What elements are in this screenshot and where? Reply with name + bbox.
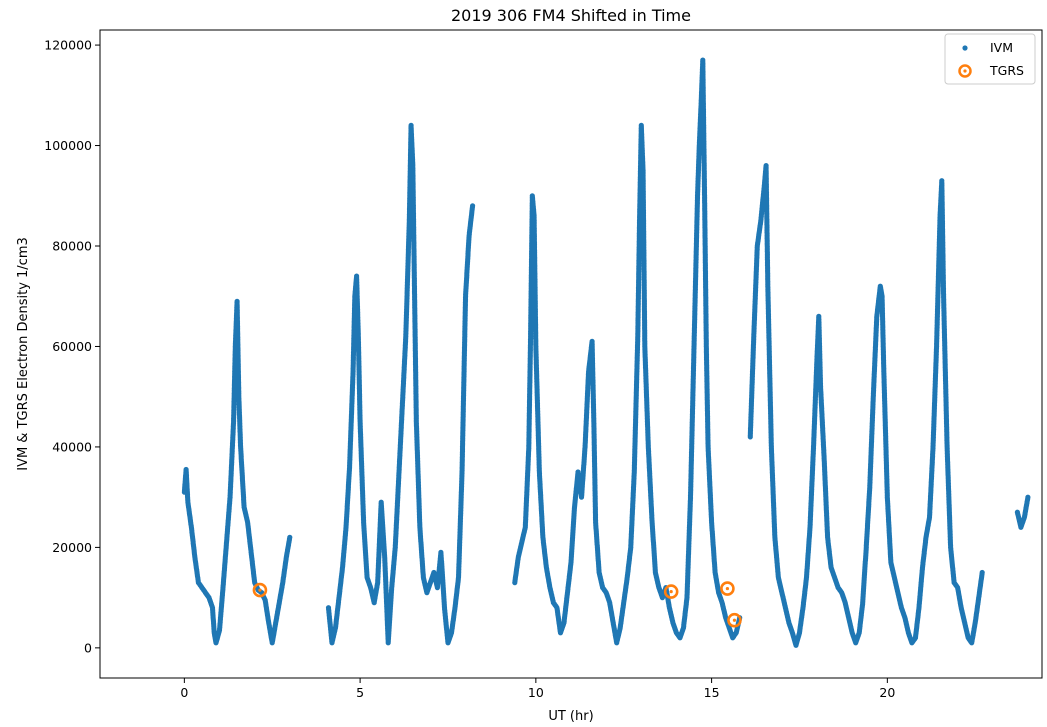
legend-tgrs-center <box>963 69 967 73</box>
tgrs-series <box>252 581 742 628</box>
ivm-trace-segment-4 <box>1014 494 1031 530</box>
x-tick-label: 20 <box>879 685 895 700</box>
legend-tgrs-label: TGRS <box>989 63 1024 78</box>
legend-box <box>944 33 1036 85</box>
tgrs-point <box>727 612 742 628</box>
y-tick-label: 60000 <box>52 339 92 354</box>
x-tick-label: 5 <box>356 685 364 700</box>
tgrs-point <box>252 582 268 598</box>
y-axis-label: IVM & TGRS Electron Density 1/cm3 <box>16 237 31 471</box>
legend-ivm-label: IVM <box>990 40 1013 55</box>
x-axis-ticks: 0510152025 <box>180 678 895 700</box>
y-tick-label: 20000 <box>52 540 92 555</box>
x-tick-label: 10 <box>528 685 544 700</box>
x-tick-label: 0 <box>180 685 188 700</box>
legend: IVM TGRS <box>944 33 1036 85</box>
y-axis-ticks: 0 20000 40000 60000 80000 100000 120000 <box>44 38 100 655</box>
legend-ivm-marker <box>962 45 968 51</box>
chart-title: 2019 306 FM4 Shifted in Time <box>451 6 691 25</box>
tgrs-point <box>663 584 679 599</box>
ivm-trace-segment-0 <box>181 298 293 646</box>
x-tick-label: 15 <box>704 685 720 700</box>
y-tick-label: 0 <box>84 640 92 655</box>
y-tick-label: 100000 <box>44 138 92 153</box>
ivm-trace-segment-3 <box>747 163 985 648</box>
ivm-trace-segment-1 <box>325 122 476 646</box>
y-tick-label: 120000 <box>44 38 92 53</box>
x-axis-label: UT (hr) <box>548 709 593 724</box>
tgrs-point <box>720 581 735 596</box>
y-tick-label: 40000 <box>52 439 92 454</box>
legend-tgrs-marker <box>958 64 972 78</box>
y-tick-label: 80000 <box>52 239 92 254</box>
